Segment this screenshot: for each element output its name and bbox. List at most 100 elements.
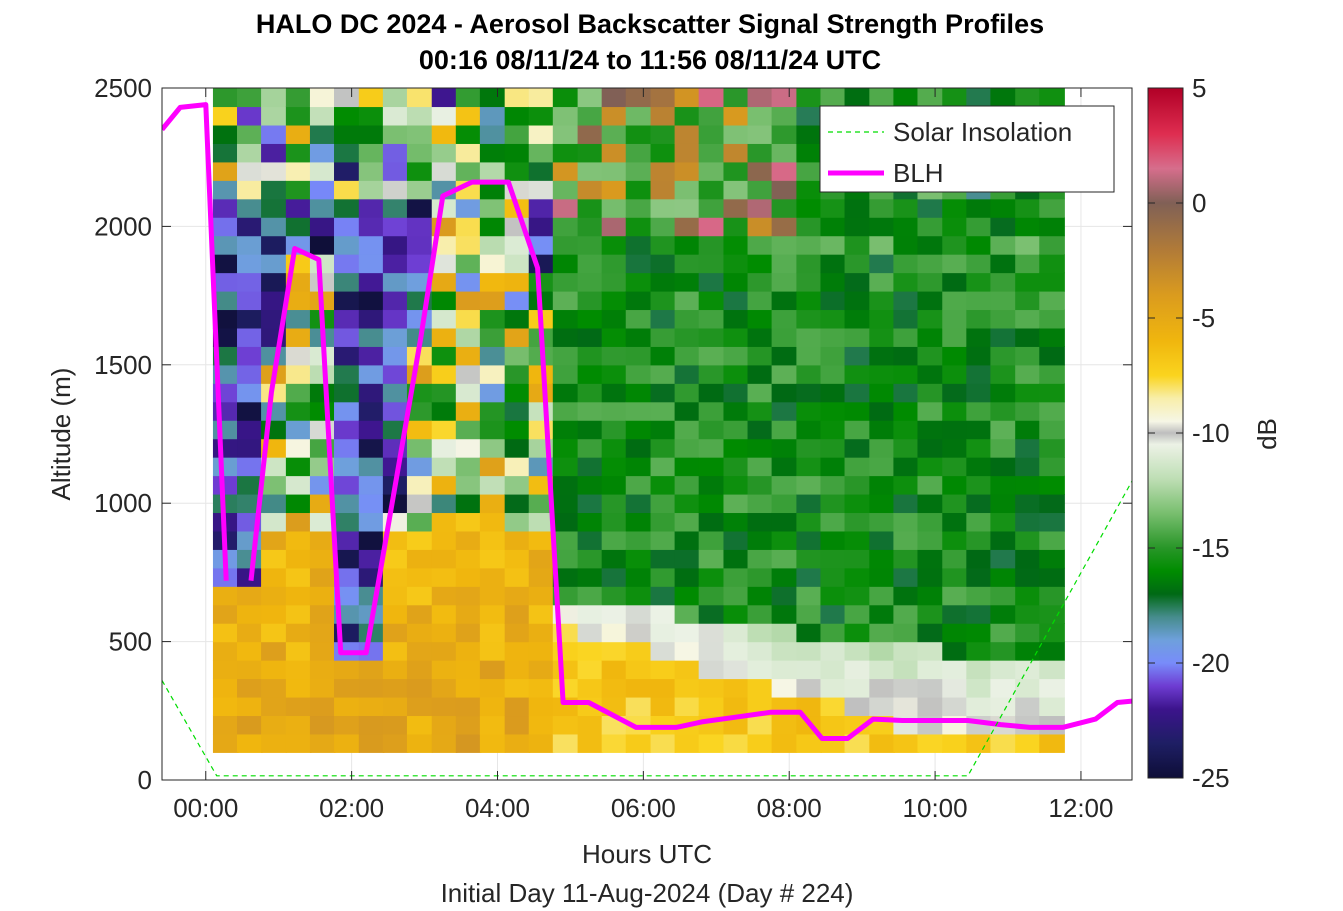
heatmap-cell — [382, 586, 409, 606]
heatmap-cell — [431, 549, 458, 569]
heatmap-cell — [504, 383, 531, 403]
heatmap-cell — [577, 161, 604, 181]
heatmap-cell — [334, 124, 360, 144]
heatmap-cell — [212, 272, 239, 292]
heatmap-cell — [504, 327, 531, 347]
heatmap-cell — [650, 161, 677, 181]
heatmap-cell — [771, 420, 798, 440]
heatmap-cell — [504, 530, 531, 550]
heatmap-cell — [771, 660, 798, 680]
heatmap-cell — [479, 346, 506, 366]
heatmap-cell — [723, 457, 750, 477]
heatmap-cell — [431, 364, 458, 384]
heatmap-cell — [625, 161, 652, 181]
heatmap-cell — [1015, 457, 1041, 477]
heatmap-cell — [261, 457, 287, 477]
legend[interactable]: Solar Insolation BLH — [819, 105, 1115, 193]
heatmap-cell — [625, 235, 652, 255]
heatmap-cell — [771, 401, 798, 421]
heatmap-cell — [893, 678, 920, 698]
heatmap-cell — [601, 217, 628, 237]
heatmap-cell — [771, 475, 798, 495]
heatmap-cell — [747, 549, 774, 569]
y-tick-label: 500 — [109, 627, 152, 657]
heatmap-cell — [698, 660, 725, 680]
chart-title: HALO DC 2024 - Aerosol Backscatter Signa… — [255, 9, 1045, 39]
heatmap-cell — [990, 88, 1017, 108]
heatmap-cell — [431, 272, 458, 292]
heatmap-cell — [1015, 475, 1041, 495]
heatmap-cell — [893, 493, 920, 514]
heatmap-cell — [504, 161, 531, 181]
heatmap-cell — [309, 180, 336, 200]
heatmap-cell — [723, 549, 750, 569]
heatmap-cell — [334, 290, 360, 311]
heatmap-cell — [698, 733, 725, 753]
heatmap-cell — [990, 254, 1017, 274]
heatmap-cell — [1039, 660, 1065, 680]
heatmap-cell — [747, 272, 774, 292]
heatmap-cell — [504, 678, 531, 698]
heatmap-cell — [1015, 217, 1041, 237]
heatmap-cell — [917, 696, 944, 717]
heatmap-cell — [212, 198, 239, 218]
heatmap-cell — [1039, 401, 1065, 421]
heatmap-cell — [844, 678, 871, 698]
y-tick-label: 1500 — [94, 350, 152, 380]
heatmap-cell — [844, 438, 871, 458]
heatmap-cell — [893, 604, 920, 624]
heatmap-cell — [528, 641, 555, 661]
heatmap-cell — [552, 88, 579, 108]
heatmap-cell — [431, 383, 458, 403]
heatmap-cell — [504, 623, 531, 643]
heatmap-cell — [309, 493, 336, 514]
heatmap-cell — [820, 88, 847, 108]
heatmap-cell — [552, 420, 579, 440]
heatmap-cell — [1015, 198, 1041, 218]
heatmap-cell — [212, 161, 239, 181]
heatmap-cell — [1039, 696, 1065, 717]
heatmap-cell — [455, 327, 482, 347]
heatmap-cell — [455, 272, 482, 292]
heatmap-cell — [796, 180, 823, 200]
heatmap-cell — [650, 623, 677, 643]
heatmap-cell — [406, 217, 433, 237]
heatmap-cell — [747, 327, 774, 347]
heatmap-cell — [674, 457, 701, 477]
heatmap-cell — [650, 198, 677, 218]
heatmap-cell — [698, 623, 725, 643]
heatmap-cell — [577, 401, 604, 421]
heatmap-cell — [358, 733, 385, 753]
heatmap-cell — [601, 641, 628, 661]
heatmap-cell — [966, 383, 992, 403]
heatmap-cell — [358, 401, 385, 421]
blh-line — [162, 102, 1132, 741]
heatmap-cell — [820, 512, 847, 532]
colorbar-tick-label: -25 — [1192, 763, 1230, 793]
heatmap-cell — [796, 420, 823, 440]
heatmap-cell — [504, 364, 531, 384]
heatmap-cell — [698, 549, 725, 569]
heatmap-cell — [528, 512, 555, 532]
heatmap-cell — [796, 272, 823, 292]
heatmap-cell — [577, 180, 604, 200]
heatmap-cell — [479, 124, 506, 144]
heatmap-cell — [334, 161, 360, 181]
heatmap-cell — [406, 641, 433, 661]
heatmap-cell — [455, 106, 482, 126]
heatmap-cell — [893, 309, 920, 329]
heatmap-cell — [942, 512, 968, 532]
heatmap-cell — [261, 401, 287, 421]
heatmap-cell — [844, 290, 871, 311]
heatmap-cell — [747, 290, 774, 311]
heatmap-cell — [698, 198, 725, 218]
heatmap-cell — [893, 530, 920, 550]
heatmap-cell — [674, 493, 701, 514]
heatmap-cell — [650, 88, 677, 108]
heatmap-cell — [285, 88, 312, 108]
heatmap-cell — [869, 364, 895, 384]
heatmap-cell — [601, 457, 628, 477]
heatmap-cell — [625, 143, 652, 163]
heatmap-cell — [261, 124, 287, 144]
heatmap-cell — [358, 327, 385, 347]
